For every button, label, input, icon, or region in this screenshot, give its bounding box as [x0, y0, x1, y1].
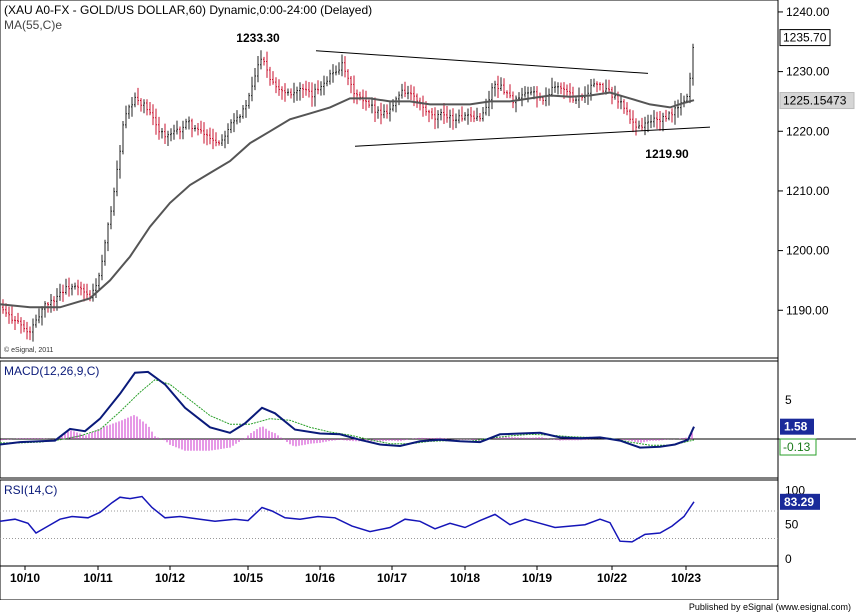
price-tick-label: 1200.00: [786, 244, 830, 258]
published-by-text: Published by eSignal (www.esignal.com): [689, 602, 851, 612]
ma55-line: [0, 91, 695, 309]
copyright-text: © eSignal, 2011: [4, 346, 54, 354]
price-tick-label: 1210.00: [786, 184, 830, 198]
trendline: [354, 126, 711, 147]
macd-panel-frame: [0, 360, 779, 479]
signal-value-label: -0.13: [783, 440, 811, 454]
rsi-value-label: 83.29: [784, 495, 814, 509]
price-tags: 1235.70 1225.15473: [779, 29, 855, 110]
time-tick-label: 10/17: [377, 571, 407, 585]
price-annotation: 1219.90: [645, 147, 689, 161]
right-axis-strip: [778, 0, 856, 566]
rsi-line: [0, 495, 695, 543]
price-tick-label: 1230.00: [786, 65, 830, 79]
rsi-tick-label: 50: [785, 518, 799, 532]
time-tick-label: 10/22: [597, 571, 627, 585]
price-tick-label: 1240.00: [786, 5, 830, 19]
time-axis: 10/10 10/11 10/12 10/15 10/16 10/17 10/18 10/19…: [10, 566, 701, 585]
time-tick-label: 10/15: [233, 571, 263, 585]
rsi-tick-label: 0: [785, 552, 792, 566]
price-tag-label: 1225.15473: [783, 94, 847, 108]
price-annotations: 1233.30 1219.90: [236, 31, 689, 161]
time-tick-label: 10/16: [305, 571, 335, 585]
ma-label: MA(55,C)e: [4, 18, 62, 32]
time-tick-label: 10/18: [450, 571, 480, 585]
trendlines: [315, 50, 711, 147]
macd-tick-label: 5: [785, 393, 792, 407]
macd-line: [0, 370, 695, 449]
macd-value-tag: [780, 418, 814, 435]
time-tick-label: 10/23: [671, 571, 701, 585]
price-tag-label: 1235.70: [783, 31, 827, 45]
footer-bar: [0, 600, 856, 614]
rsi-panel-frame: [0, 479, 779, 567]
signal-value-tag: [779, 438, 817, 456]
chart-title: (XAU A0-FX - GOLD/US DOLLAR,60) Dynamic,…: [4, 3, 372, 17]
rsi-label: RSI(14,C): [4, 483, 57, 497]
price-tag-box: [779, 92, 855, 110]
time-tick-label: 10/10: [10, 571, 40, 585]
macd-label: MACD(12,26,9,C): [4, 364, 99, 378]
time-tick-label: 10/11: [83, 571, 113, 585]
rsi-tags: 83.29: [780, 493, 820, 510]
price-axis: 1190.00 1200.00 1210.00 1220.00 1230.00 1240.…: [778, 5, 830, 317]
trendline: [315, 50, 649, 74]
price-tag-box: [779, 29, 831, 47]
macd-value-label: 1.58: [784, 420, 808, 434]
price-panel-frame: [0, 0, 779, 359]
time-axis-strip: [0, 565, 779, 601]
time-tick-label: 10/12: [155, 571, 185, 585]
price-tick-label: 1190.00: [786, 303, 829, 317]
price-annotation: 1233.30: [236, 31, 280, 45]
rsi-value-tag: [780, 493, 820, 510]
macd-tags: 1.58 -0.13: [779, 418, 817, 456]
price-tick-label: 1220.00: [786, 124, 830, 138]
time-tick-label: 10/19: [522, 571, 552, 585]
